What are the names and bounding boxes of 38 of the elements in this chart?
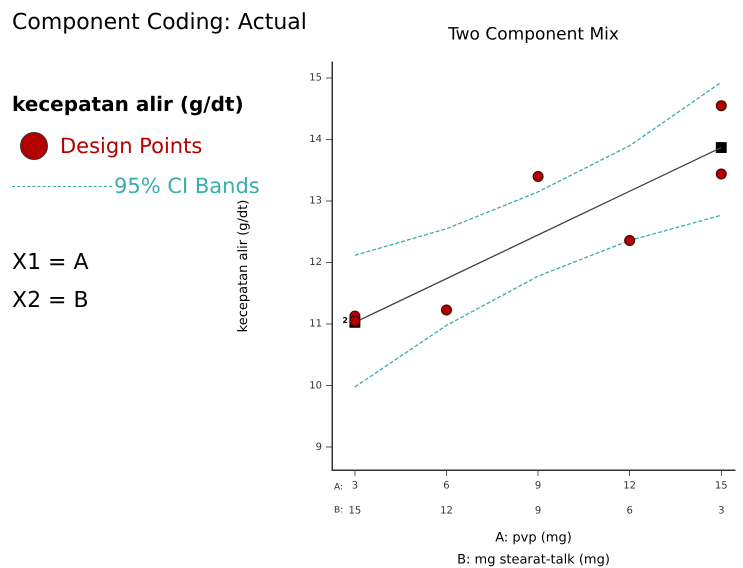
- point: [716, 168, 727, 180]
- x2-axis-title: B: mg stearat-talk (mg): [457, 552, 610, 568]
- text: X1 = A: [12, 250, 89, 275]
- x-tick-label: 15: [714, 480, 728, 492]
- legend-title: kecepatan alir (g/dt): [12, 92, 245, 118]
- text: A:: [334, 482, 344, 492]
- y-tick-label: 14: [309, 134, 322, 146]
- line-series: [354, 214, 722, 388]
- x2-tick-label: 6: [626, 506, 633, 517]
- text: Component Coding: Actual: [12, 10, 307, 35]
- legend-label: Design Points: [60, 134, 202, 158]
- y-tick-label: 15: [309, 72, 322, 84]
- x2-tick-label: 15: [348, 506, 362, 517]
- y-tick-label: 13: [309, 196, 322, 207]
- y-tick-label: 10: [309, 380, 322, 392]
- point: [440, 304, 452, 316]
- text: B:: [334, 505, 344, 516]
- x2-tick-label: 9: [534, 506, 542, 517]
- point: [532, 170, 544, 182]
- y-tick-label: 12: [309, 257, 322, 268]
- legend-label: 95% CI Bands: [114, 174, 260, 198]
- y-tick-label: 11: [309, 318, 322, 330]
- y-axis-title: kecepatan alir (g/dt): [236, 200, 252, 332]
- x-tick-label: 9: [534, 480, 542, 492]
- chart-title: Two Component Mix: [447, 24, 619, 44]
- point: [716, 142, 727, 153]
- annotation: 2: [342, 316, 348, 326]
- y-tick-label: 9: [316, 442, 322, 453]
- x2-tick-label: 12: [440, 506, 453, 517]
- text: X2 = B: [12, 288, 89, 313]
- line-series: [354, 82, 722, 256]
- x-tick-label: 12: [623, 480, 636, 492]
- x-tick-label: 6: [443, 480, 450, 492]
- point: [716, 100, 727, 112]
- x2-tick-label: 3: [718, 506, 724, 517]
- point: [624, 234, 636, 246]
- x-tick-label: 3: [352, 480, 358, 492]
- x-axis-title: A: pvp (mg): [495, 530, 572, 546]
